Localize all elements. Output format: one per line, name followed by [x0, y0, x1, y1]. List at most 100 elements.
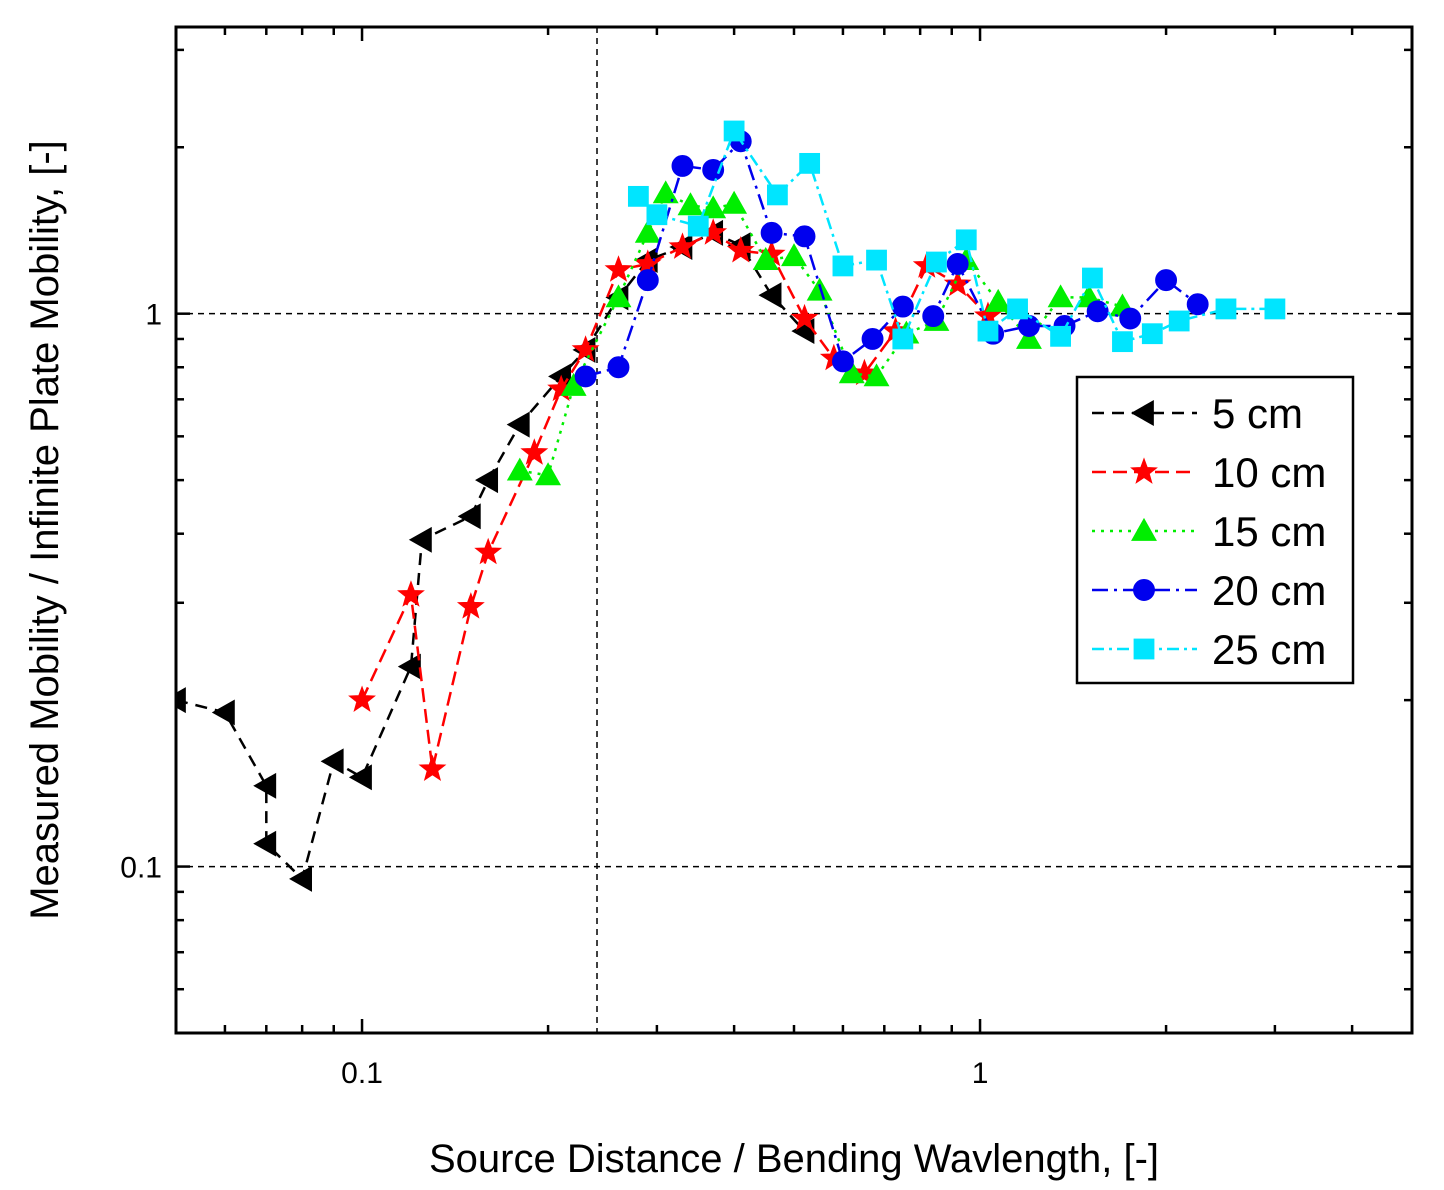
data-point: [1186, 293, 1209, 316]
data-point: [946, 253, 969, 275]
data-point: [1215, 298, 1237, 320]
data-point: [418, 754, 447, 782]
data-point: [211, 699, 235, 726]
legend-marker: [1131, 517, 1157, 541]
y-axis-label: Measured Mobility / Infinite Plate Mobil…: [23, 140, 67, 920]
data-point: [397, 653, 421, 680]
x-tick-label: 0.1: [341, 1057, 383, 1090]
data-point: [1047, 284, 1074, 308]
data-point: [1155, 269, 1178, 292]
series-25-cm: [627, 120, 1286, 353]
data-point: [176, 687, 186, 714]
y-tick-label: 1: [145, 299, 162, 332]
data-point: [1016, 325, 1042, 349]
data-point: [634, 219, 661, 243]
legend-item: 5 cm: [1092, 390, 1303, 437]
data-point: [1119, 307, 1142, 330]
legend-item: 10 cm: [1092, 449, 1326, 496]
data-point: [790, 303, 819, 331]
data-point: [1264, 298, 1286, 320]
data-point: [574, 365, 597, 388]
plot-frame: [174, 25, 1414, 1035]
data-point: [702, 158, 725, 181]
data-point: [671, 155, 694, 177]
legend-marker: [1130, 400, 1154, 426]
data-point: [799, 152, 821, 174]
data-point: [721, 190, 748, 214]
x-axis-label: Source Distance / Bending Wavlength, [-]: [429, 1137, 1159, 1181]
data-point: [955, 229, 977, 251]
data-point: [832, 255, 854, 277]
data-point: [1112, 331, 1133, 353]
legend-label: 15 cm: [1212, 508, 1326, 555]
y-tick-label: 0.1: [120, 852, 162, 885]
data-point: [866, 249, 887, 271]
data-point: [861, 328, 884, 350]
legend-box: [1075, 375, 1355, 685]
data-point: [646, 204, 668, 226]
legend-item: 20 cm: [1092, 567, 1326, 614]
data-point: [652, 180, 679, 204]
data-point: [891, 295, 914, 318]
grid-lines: [176, 27, 1412, 1033]
data-point: [348, 685, 376, 712]
series-layer: [176, 120, 1286, 892]
data-point: [571, 335, 600, 362]
series-line: [176, 231, 806, 882]
data-point: [1050, 325, 1071, 347]
data-point: [535, 462, 562, 486]
legend: 5 cm 10 cm 15 cm 20 cm 25 cm: [1075, 375, 1355, 685]
data-point: [726, 236, 755, 263]
legend-label: 20 cm: [1212, 567, 1326, 614]
data-point: [831, 350, 854, 373]
data-point: [758, 282, 782, 309]
data-point: [408, 526, 432, 553]
legend-item: 15 cm: [1092, 508, 1326, 555]
data-point: [1141, 323, 1163, 345]
data-point: [457, 503, 481, 530]
data-point: [636, 269, 659, 292]
data-point: [604, 255, 633, 282]
data-point: [475, 467, 499, 494]
data-point: [977, 320, 999, 342]
data-point: [760, 221, 783, 244]
data-point: [320, 748, 344, 775]
legend-marker: [1130, 457, 1158, 484]
data-point: [506, 411, 530, 438]
data-point: [863, 363, 890, 387]
data-point: [397, 580, 425, 607]
data-point: [766, 184, 788, 206]
data-point: [253, 830, 277, 857]
data-point: [605, 284, 632, 308]
data-point: [687, 215, 709, 237]
legend-label: 10 cm: [1212, 449, 1326, 496]
series-line: [585, 138, 1199, 378]
data-point: [474, 537, 503, 565]
legend-marker: [1133, 638, 1155, 660]
data-point: [289, 865, 312, 892]
data-point: [793, 225, 816, 248]
data-point: [926, 251, 947, 273]
data-point: [700, 195, 727, 219]
data-point: [1086, 300, 1109, 323]
data-point: [456, 592, 485, 619]
data-point: [838, 360, 865, 384]
legend-label: 5 cm: [1212, 390, 1303, 437]
legend-label: 25 cm: [1212, 626, 1326, 673]
data-point: [677, 192, 704, 216]
data-point: [1007, 298, 1028, 320]
data-point: [892, 328, 914, 350]
series-15-cm: [506, 180, 1136, 486]
data-point: [922, 305, 945, 328]
data-point: [506, 457, 533, 481]
data-point: [668, 232, 697, 259]
data-point: [1168, 310, 1190, 332]
data-point: [723, 120, 745, 142]
data-point: [607, 356, 630, 379]
data-point: [752, 246, 779, 270]
data-point: [781, 243, 807, 267]
series-20-cm: [574, 130, 1209, 388]
data-point: [627, 185, 649, 207]
data-point: [253, 772, 277, 799]
